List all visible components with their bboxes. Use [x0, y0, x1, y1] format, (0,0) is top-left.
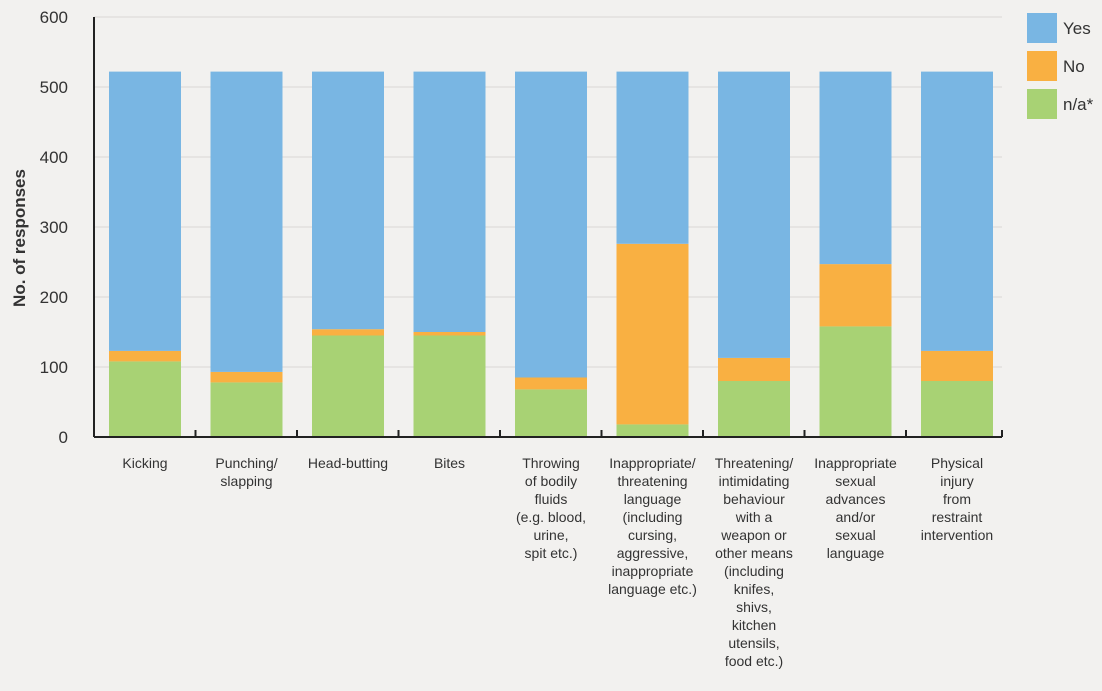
legend-label: n/a*: [1063, 95, 1094, 114]
bar-segment-no: [413, 332, 486, 336]
y-axis-title: No. of responses: [10, 169, 29, 307]
legend-label: Yes: [1063, 19, 1091, 38]
y-tick-label: 600: [40, 8, 68, 27]
legend-swatch: [1027, 51, 1057, 81]
y-tick-labels: 0 100 200 300 400 500 600: [40, 8, 68, 447]
bar-segment-no: [616, 243, 689, 425]
y-tick-label: 100: [40, 358, 68, 377]
x-category-label: Head-butting: [308, 455, 388, 471]
axes: [93, 17, 1003, 438]
y-tick-label: 0: [59, 428, 68, 447]
bar-segment-no: [718, 357, 790, 381]
bar-segment-no: [312, 329, 384, 336]
x-category-label: Bites: [434, 455, 465, 471]
bar-segment-yes: [921, 71, 993, 351]
bar-segment-yes: [718, 71, 790, 358]
bar-segment-no: [210, 371, 283, 383]
legend: Yes No n/a*: [1027, 13, 1094, 119]
x-category-label: Punching/slapping: [215, 455, 277, 489]
x-category-label: Inappropriate sexual advances and/or sexual l…: [814, 455, 897, 561]
category-labels: Kicking Punching/slapping Head-butting Bite…: [122, 455, 993, 669]
y-tick-label: 200: [40, 288, 68, 307]
bar-segment-no: [515, 377, 587, 390]
legend-swatch: [1027, 13, 1057, 43]
bar-segment-yes: [210, 71, 283, 372]
y-tick-label: 300: [40, 218, 68, 237]
x-category-label: Kicking: [122, 455, 167, 471]
bar-segment-na: [312, 335, 384, 437]
bar-segment-no: [819, 264, 892, 327]
x-category-label: Physical injury from restraint intervention: [921, 455, 993, 543]
bar-segment-na: [921, 381, 993, 437]
x-category-label: Inappropriate/threatening language (includ…: [608, 455, 697, 597]
bar-segment-no: [109, 350, 181, 362]
bar-segment-na: [109, 361, 181, 437]
bar-segment-na: [718, 381, 790, 437]
bars: [109, 71, 993, 437]
legend-label: No: [1063, 57, 1085, 76]
y-tick-label: 400: [40, 148, 68, 167]
y-tick-label: 500: [40, 78, 68, 97]
bar-segment-yes: [819, 71, 892, 265]
bar-segment-yes: [312, 71, 384, 330]
bar-segment-na: [616, 424, 689, 437]
bar-segment-na: [819, 326, 892, 437]
x-category-label: Throwing of bodily fluids (e.g. blood, urine…: [516, 455, 586, 561]
bar-segment-yes: [109, 71, 181, 351]
bar-segment-na: [515, 389, 587, 437]
legend-swatch: [1027, 89, 1057, 119]
bar-segment-yes: [413, 71, 486, 332]
bar-segment-yes: [616, 71, 689, 244]
bar-segment-no: [921, 350, 993, 381]
bar-segment-yes: [515, 71, 587, 378]
bar-segment-na: [210, 382, 283, 437]
bar-segment-na: [413, 335, 486, 437]
